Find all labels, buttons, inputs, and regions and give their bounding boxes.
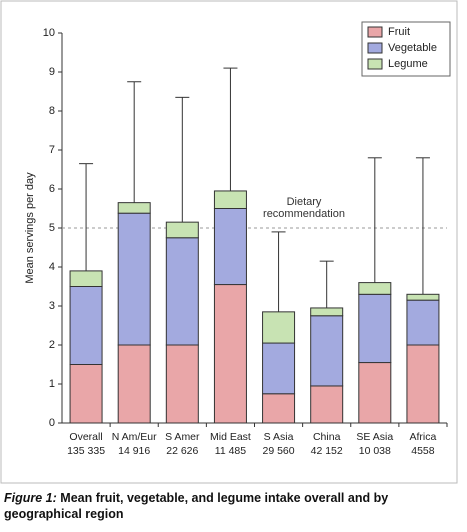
bar-segment <box>213 190 247 209</box>
y-tick-label: 2 <box>49 339 55 351</box>
bar-segment <box>358 293 392 364</box>
x-tick-label: China <box>313 431 341 443</box>
sample-size: 14 916 <box>118 445 150 457</box>
sample-size: 22 626 <box>166 445 198 457</box>
bar-segment <box>69 286 103 365</box>
y-tick-label: 1 <box>49 378 55 390</box>
legend-swatch <box>367 26 383 38</box>
bar-segment <box>69 364 103 424</box>
y-tick-label: 3 <box>49 300 55 312</box>
legend-label: Fruit <box>388 26 410 38</box>
bar-segment <box>165 344 199 424</box>
annotation: Dietary recommendation <box>263 196 345 220</box>
bar-segment <box>310 307 344 317</box>
bar-segment <box>262 342 296 395</box>
sample-size: 11 485 <box>215 445 246 457</box>
y-axis-label: Mean servings per day <box>24 172 36 284</box>
y-tick-label: 8 <box>49 105 55 117</box>
legend-label: Vegetable <box>388 42 437 54</box>
y-tick-label: 0 <box>49 417 55 429</box>
x-tick-label: Mid East <box>210 431 251 443</box>
sample-size: 4558 <box>411 445 435 457</box>
bar-segment <box>165 237 199 346</box>
bar-segment <box>310 315 344 387</box>
x-tick-label: Overall <box>69 431 102 443</box>
sample-size: 42 152 <box>311 445 343 457</box>
bar-segment <box>117 344 151 424</box>
y-tick-label: 9 <box>49 66 55 78</box>
bar-segment <box>262 393 296 424</box>
bar-segment <box>117 212 151 346</box>
legend-swatch <box>367 42 383 54</box>
x-tick-label: N Am/Eur <box>112 431 157 443</box>
chart: Mean servings per day 0 1 2 3 4 5 6 7 8 9 10 Overal… <box>0 0 458 484</box>
x-tick-label: SE Asia <box>356 431 393 443</box>
bar-segment <box>117 202 151 214</box>
y-tick-label: 6 <box>49 183 55 195</box>
x-tick-label: Africa <box>410 431 437 443</box>
bar-segment <box>406 293 440 301</box>
bar-segment <box>406 299 440 346</box>
bar-segment <box>262 311 296 344</box>
sample-size: 10 038 <box>359 445 391 457</box>
bar-segment <box>213 284 247 424</box>
bar-segment <box>406 344 440 424</box>
figure-label: Figure 1: <box>4 491 57 505</box>
y-tick-label: 7 <box>49 144 55 156</box>
caption-text: Mean fruit, vegetable, and legume intake… <box>4 491 389 521</box>
caption: Figure 1: Mean fruit, vegetable, and leg… <box>4 490 444 522</box>
bar-segment <box>310 385 344 424</box>
bar-segment <box>69 270 103 287</box>
y-tick-label: 5 <box>49 222 55 234</box>
legend-swatch <box>367 58 383 70</box>
bar-segment <box>213 208 247 286</box>
x-tick-label: S Asia <box>264 431 294 443</box>
sample-size: 135 335 <box>67 445 105 457</box>
frame <box>0 0 458 484</box>
bar-segment <box>358 282 392 295</box>
bar-segment <box>358 362 392 424</box>
y-tick-label: 10 <box>43 27 55 39</box>
bar-segment <box>165 221 199 239</box>
sample-size: 29 560 <box>263 445 295 457</box>
x-tick-label: S Amer <box>165 431 200 443</box>
legend-label: Legume <box>388 58 428 70</box>
y-tick-label: 4 <box>49 261 55 273</box>
